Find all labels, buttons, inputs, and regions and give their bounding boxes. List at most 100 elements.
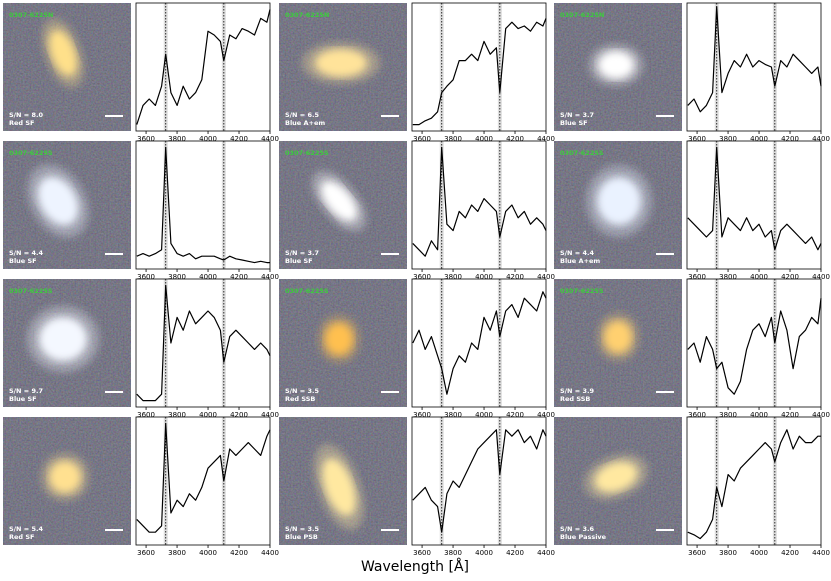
snr-label: S/N = 4.4 <box>9 249 43 257</box>
x-tick-label: 4400 <box>261 135 279 143</box>
plot-frame <box>411 416 547 546</box>
class-label: Red SSB <box>285 395 315 403</box>
class-label: Blue SF <box>285 257 313 265</box>
snr-label: S/N = 3.5 <box>285 525 319 533</box>
spectrum-line <box>687 429 821 540</box>
x-tick-label: 3800 <box>168 549 186 557</box>
class-label: Red SF <box>9 533 34 541</box>
x-tick-label: 4200 <box>230 411 248 419</box>
snr-label: S/N = 3.5 <box>285 387 319 395</box>
x-tick-label: 4000 <box>750 549 768 557</box>
class-label: Blue Passive <box>560 533 607 541</box>
field-label: 0307-6225N <box>285 11 329 19</box>
galaxy <box>597 177 641 225</box>
x-tick-label: 4400 <box>812 549 830 557</box>
snr-label: S/N = 5.4 <box>9 525 43 533</box>
x-tick-label: 4400 <box>537 411 555 419</box>
plot-frame <box>135 278 271 408</box>
plot-frame <box>411 140 547 270</box>
x-tick-label: 4000 <box>475 549 493 557</box>
x-tick-label: 3600 <box>137 411 155 419</box>
galaxy <box>49 30 77 76</box>
field-label: 0307-6225S <box>285 149 329 157</box>
galaxy <box>322 458 356 516</box>
x-tick-label: 4400 <box>537 273 555 281</box>
spectrum-line <box>687 298 822 395</box>
x-tick-label: 3800 <box>719 135 737 143</box>
x-tick-label: 4000 <box>750 135 768 143</box>
x-axis-label: Wavelength [Å] <box>361 558 469 575</box>
plot-frame <box>686 278 822 408</box>
x-tick-label: 3600 <box>688 135 706 143</box>
galaxy <box>39 317 87 361</box>
x-tick-label: 4200 <box>781 273 799 281</box>
spectrum-line <box>687 146 822 251</box>
field-label: 0307-6225S <box>560 149 604 157</box>
x-tick-label: 3800 <box>444 135 462 143</box>
snr-label: S/N = 3.7 <box>560 111 594 119</box>
plot-frame <box>411 278 547 408</box>
class-label: Blue SF <box>9 395 37 403</box>
plot-frame <box>135 2 271 132</box>
x-tick-label: 4000 <box>199 135 217 143</box>
spectrum-line <box>136 146 270 264</box>
x-tick-label: 4200 <box>506 411 524 419</box>
x-tick-label: 3600 <box>688 273 706 281</box>
spectrum-line <box>412 291 547 395</box>
x-tick-label: 4000 <box>199 549 217 557</box>
x-tick-label: 4200 <box>506 135 524 143</box>
x-tick-label: 3800 <box>168 273 186 281</box>
spectrum-line <box>687 6 822 113</box>
spectrum-line <box>136 9 271 125</box>
x-tick-label: 4400 <box>812 135 830 143</box>
x-tick-label: 3600 <box>137 135 155 143</box>
snr-label: S/N = 4.4 <box>560 249 594 257</box>
x-tick-label: 4400 <box>812 411 830 419</box>
x-tick-label: 3800 <box>444 273 462 281</box>
x-tick-label: 4200 <box>781 411 799 419</box>
spectrum-line <box>412 18 547 126</box>
x-tick-label: 3600 <box>688 411 706 419</box>
galaxy <box>49 461 81 493</box>
x-tick-label: 4400 <box>537 549 555 557</box>
galaxy <box>325 323 353 355</box>
x-tick-label: 4400 <box>261 411 279 419</box>
class-label: Blue SF <box>560 119 588 127</box>
x-tick-label: 3600 <box>137 273 155 281</box>
snr-label: S/N = 9.7 <box>9 387 43 395</box>
x-tick-label: 4400 <box>261 273 279 281</box>
field-label: 0307-6225S <box>560 287 604 295</box>
x-tick-label: 3800 <box>719 411 737 419</box>
class-label: Red SSB <box>560 395 590 403</box>
x-tick-label: 3800 <box>719 549 737 557</box>
plot-frame <box>135 140 271 270</box>
galaxy <box>315 49 367 77</box>
x-tick-label: 4000 <box>475 411 493 419</box>
class-label: Blue A+em <box>285 119 325 127</box>
x-tick-label: 3600 <box>413 549 431 557</box>
plot-frame <box>411 2 547 132</box>
plot-frame <box>686 140 822 270</box>
x-tick-label: 3600 <box>137 549 155 557</box>
field-label: 0307-6225N <box>9 11 53 19</box>
snr-label: S/N = 3.6 <box>560 525 594 533</box>
galaxy <box>604 321 632 353</box>
x-tick-label: 4200 <box>230 549 248 557</box>
spectrum-line <box>136 422 271 533</box>
galaxy <box>321 181 357 221</box>
galaxy <box>594 461 638 493</box>
x-tick-label: 3800 <box>168 135 186 143</box>
class-label: Blue SF <box>9 257 37 265</box>
x-tick-label: 4000 <box>199 411 217 419</box>
galaxy <box>598 51 634 79</box>
x-tick-label: 3800 <box>444 411 462 419</box>
x-tick-label: 4400 <box>812 273 830 281</box>
x-tick-label: 3600 <box>413 135 431 143</box>
x-tick-label: 4200 <box>781 549 799 557</box>
x-tick-label: 4000 <box>750 273 768 281</box>
class-label: Blue PSB <box>285 533 318 541</box>
x-tick-label: 3800 <box>444 549 462 557</box>
x-tick-label: 3600 <box>413 273 431 281</box>
plot-frame <box>686 2 822 132</box>
